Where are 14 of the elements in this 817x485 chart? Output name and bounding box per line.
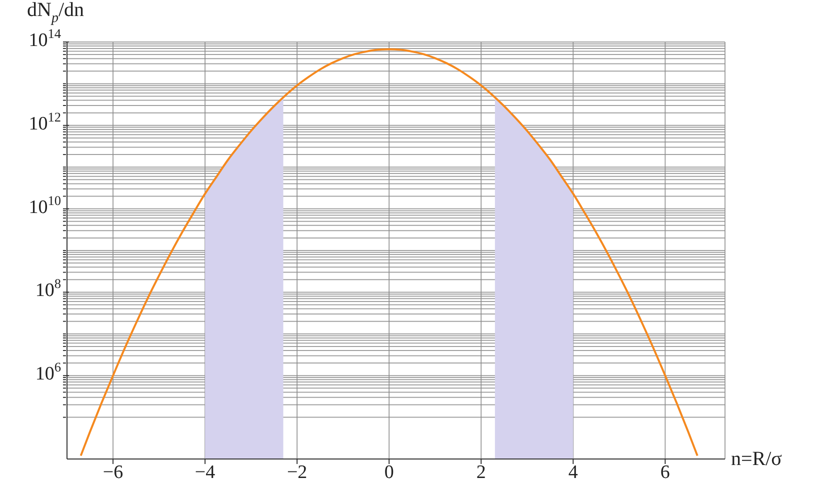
y-tick-label: 10$^{14}$	[28, 26, 62, 52]
y-tick-label: 10$^{8}$	[35, 276, 62, 302]
y-tick-label: 10$^{10}$	[28, 192, 62, 218]
y-tick-label: 10$^{6}$	[35, 359, 62, 385]
x-tick-label: 2	[476, 462, 486, 483]
x-tick-label: −2	[286, 462, 308, 483]
x-tick-label: 0	[384, 462, 394, 483]
x-tick-label: 6	[660, 462, 670, 483]
x-axis-title: n=R/σ	[731, 448, 782, 470]
y-axis-title: dN$_{p}$/dn	[27, 0, 84, 26]
x-tick-label: 4	[568, 462, 578, 483]
y-tick-label: 10$^{12}$	[28, 108, 61, 135]
x-tick-label: −4	[194, 462, 216, 483]
x-tick-label: −6	[102, 462, 124, 483]
